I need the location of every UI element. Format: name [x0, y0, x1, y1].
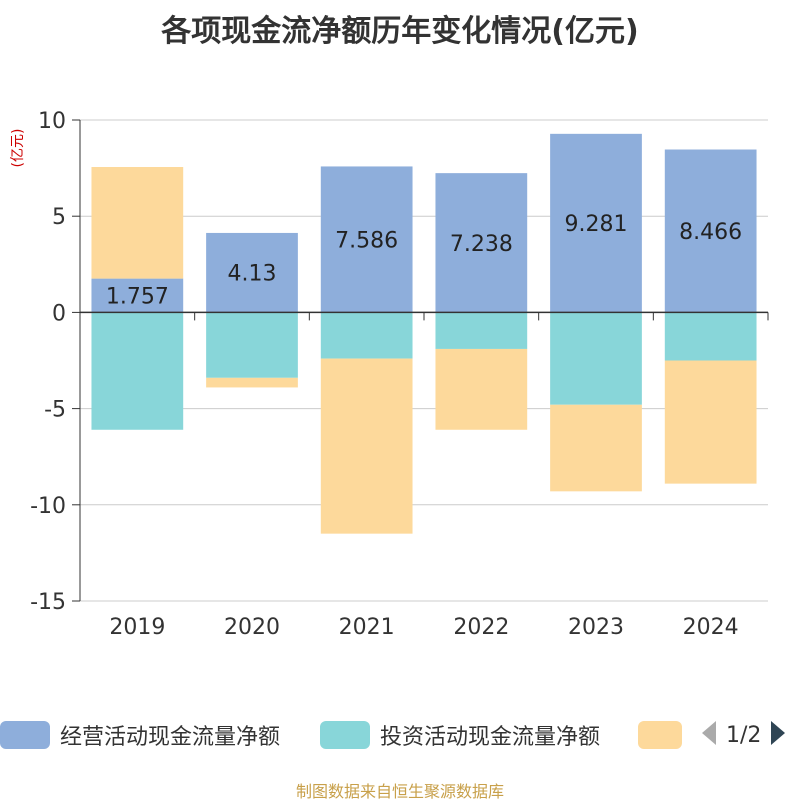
y-axis-unit-label: (亿元): [10, 129, 26, 168]
bar-series3-2021[interactable]: [320, 358, 413, 534]
bar-series1-2021[interactable]: [320, 166, 413, 313]
bar-series2-2020[interactable]: [206, 312, 298, 378]
bar-series3-2024[interactable]: [664, 360, 757, 484]
bars: [91, 133, 757, 534]
y-tick-label: 5: [52, 205, 66, 230]
data-label-2020: 4.13: [228, 262, 277, 287]
data-label-2023: 9.281: [565, 212, 628, 237]
x-tick-label-2021: 2021: [339, 615, 395, 640]
legend-label-operating: 经营活动现金流量净额: [60, 725, 281, 750]
data-label-2021: 7.586: [335, 228, 398, 253]
legend-item-investing[interactable]: 投资活动现金流量净额: [320, 718, 600, 752]
bar-series2-2021[interactable]: [320, 312, 413, 359]
bar-series3-2019[interactable]: [91, 167, 184, 279]
y-tick-label: 0: [52, 301, 66, 326]
x-tick-label-2023: 2023: [568, 615, 624, 640]
legend-next-page-icon[interactable]: [769, 719, 787, 751]
legend-swatch-operating: [0, 721, 50, 749]
data-label-2024: 8.466: [679, 220, 742, 245]
bar-series1-2024[interactable]: [664, 149, 757, 313]
y-tick-label: -5: [44, 398, 66, 423]
legend-swatch-third: [638, 721, 682, 749]
legend-label-investing: 投资活动现金流量净额: [380, 725, 601, 750]
data-label-2019: 1.757: [106, 284, 169, 309]
bar-series3-2020[interactable]: [206, 377, 298, 388]
legend-pager: 1/2: [700, 718, 787, 752]
y-tick-label: -15: [30, 590, 66, 615]
bar-series2-2024[interactable]: [664, 312, 757, 361]
legend-item-operating[interactable]: 经营活动现金流量净额: [0, 718, 280, 752]
bar-series1-2022[interactable]: [435, 173, 528, 313]
bar-series1-2023[interactable]: [550, 133, 642, 313]
source-footer: 制图数据来自恒生聚源数据库: [295, 782, 504, 801]
legend-prev-page-icon[interactable]: [700, 719, 718, 751]
chart-title: 各项现金流净额历年变化情况(亿元): [161, 14, 639, 49]
x-tick-label-2022: 2022: [453, 615, 509, 640]
bar-series1-2019[interactable]: [91, 278, 184, 313]
x-tick-label-2024: 2024: [683, 615, 739, 640]
bar-series2-2023[interactable]: [550, 312, 642, 405]
legend-item-third[interactable]: [638, 718, 682, 752]
data-label-2022: 7.238: [450, 232, 513, 257]
data-labels: 1.757 4.13 7.586 7.238 9.281 8.466: [106, 212, 742, 309]
bar-series3-2023[interactable]: [550, 404, 642, 492]
y-tick-label: 10: [38, 109, 66, 134]
bar-chart: 10 5 0 -5 -10 -15 2019 2020 2021 2022 2023 2024 1.7…: [10, 109, 769, 640]
bar-series2-2019[interactable]: [91, 312, 184, 430]
bar-series1-2020[interactable]: [206, 232, 298, 313]
axes: 10 5 0 -5 -10 -15 2019 2020 2021 2022 2023 2024: [30, 109, 769, 640]
legend: 经营活动现金流量净额 投资活动现金流量净额 1/2: [0, 715, 800, 755]
x-tick-label-2019: 2019: [109, 615, 165, 640]
bar-series3-2022[interactable]: [435, 348, 528, 430]
legend-swatch-investing: [320, 721, 370, 749]
y-tick-label: -10: [30, 494, 66, 519]
legend-page-indicator: 1/2: [726, 722, 762, 748]
x-tick-label-2020: 2020: [224, 615, 280, 640]
bar-series2-2022[interactable]: [435, 312, 528, 349]
